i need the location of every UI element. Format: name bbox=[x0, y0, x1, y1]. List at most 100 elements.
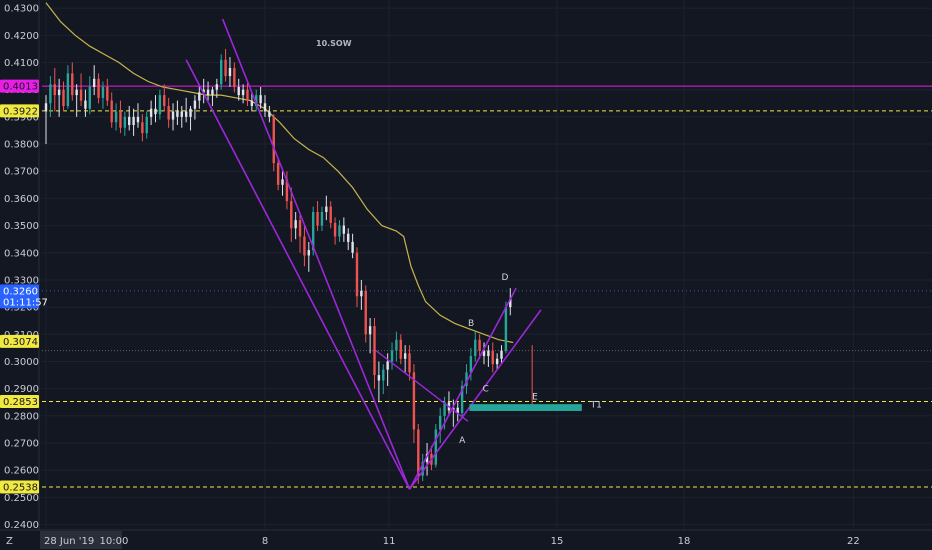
price-tag bbox=[0, 284, 39, 309]
y-tick-label: 0.4300 bbox=[4, 4, 39, 15]
candle-body bbox=[456, 407, 459, 414]
moving-average-line bbox=[45, 2, 514, 344]
candle-body bbox=[325, 206, 328, 212]
candle-body bbox=[495, 358, 499, 365]
grid-lines bbox=[42, 0, 932, 530]
candle-body bbox=[259, 95, 262, 104]
candle-body bbox=[132, 116, 135, 126]
candle-body bbox=[281, 179, 284, 185]
candle-body bbox=[119, 111, 122, 128]
x-tick-date-box bbox=[40, 531, 122, 549]
candle-body bbox=[255, 95, 258, 106]
candle-body bbox=[478, 339, 481, 351]
candle-body bbox=[439, 415, 442, 430]
candle-body bbox=[390, 350, 394, 362]
candle-body bbox=[373, 326, 376, 376]
candle-body bbox=[355, 252, 359, 297]
x-tick-label: 22 bbox=[847, 536, 860, 547]
candle-body bbox=[145, 116, 148, 134]
candle-body bbox=[386, 361, 389, 370]
candle-body bbox=[220, 59, 223, 85]
y-tick-label: 0.3900 bbox=[4, 112, 39, 123]
wave-label-d: D bbox=[502, 273, 509, 283]
candle-body bbox=[136, 116, 140, 123]
channel-up-upper bbox=[408, 287, 517, 490]
candle-body bbox=[176, 111, 179, 117]
candle-body bbox=[377, 375, 381, 381]
candle-body bbox=[154, 108, 157, 115]
candle-body bbox=[171, 111, 175, 120]
candle-body bbox=[263, 103, 267, 112]
candle-body bbox=[421, 462, 424, 476]
candle-body bbox=[316, 212, 319, 226]
candle-body bbox=[382, 369, 385, 381]
candle-body bbox=[425, 453, 429, 463]
candle-body bbox=[408, 353, 411, 373]
candle-body bbox=[412, 372, 416, 430]
price-tag bbox=[0, 394, 39, 408]
timezone-z-icon[interactable]: Z bbox=[6, 536, 13, 547]
candle-body bbox=[193, 100, 197, 109]
x-tick-label: 28 Jun '19 bbox=[44, 536, 94, 547]
y-tick-label: 0.2900 bbox=[4, 384, 39, 395]
x-axis-panel bbox=[0, 530, 932, 550]
candle-body bbox=[434, 429, 438, 465]
price-tag-value: 0.2853 bbox=[3, 397, 38, 408]
price-tag-value: 0.3922 bbox=[3, 106, 38, 117]
candle-body bbox=[487, 350, 490, 357]
candle-body bbox=[399, 339, 402, 359]
trend-drawings[interactable] bbox=[185, 18, 582, 490]
candle-body bbox=[246, 89, 249, 101]
y-tick-label: 0.2700 bbox=[4, 439, 39, 450]
candle-body bbox=[452, 407, 455, 411]
candle-body bbox=[198, 92, 201, 101]
y-axis-panel bbox=[0, 0, 39, 530]
candle-body bbox=[101, 86, 105, 98]
candle-body bbox=[460, 385, 464, 414]
candle-body bbox=[364, 290, 367, 335]
candle-body bbox=[215, 84, 219, 90]
candle-body bbox=[491, 350, 494, 365]
candle-body bbox=[395, 339, 398, 351]
candle-body bbox=[500, 350, 503, 359]
y-tick-label: 0.3500 bbox=[4, 221, 39, 232]
y-tick-label: 0.4200 bbox=[4, 31, 39, 42]
channel-mid-line bbox=[375, 350, 469, 422]
candle-body bbox=[474, 339, 477, 357]
candle-body bbox=[75, 89, 78, 96]
candle-body bbox=[285, 179, 289, 202]
candle-body bbox=[62, 89, 65, 106]
price-tag bbox=[0, 79, 39, 93]
candle-body bbox=[276, 163, 280, 185]
candle-body bbox=[294, 220, 297, 229]
channel-down-lower bbox=[185, 59, 411, 490]
candle-body bbox=[128, 116, 131, 126]
candle-body bbox=[509, 298, 512, 308]
y-tick-label: 0.4100 bbox=[4, 58, 39, 69]
price-tag-value: 0.3074 bbox=[3, 337, 38, 348]
wave-label-a: A bbox=[459, 436, 466, 446]
candle-body bbox=[342, 225, 346, 234]
candle-body bbox=[211, 89, 214, 96]
candle-body bbox=[202, 89, 205, 93]
candle-body bbox=[206, 89, 210, 96]
y-tick-label: 0.3700 bbox=[4, 167, 39, 178]
candle-body bbox=[307, 250, 310, 256]
wave-label-t1: T1 bbox=[590, 401, 602, 411]
candle-body bbox=[504, 307, 508, 351]
y-tick-label: 0.3800 bbox=[4, 140, 39, 151]
candle-body bbox=[158, 95, 162, 115]
candle-body bbox=[57, 89, 61, 96]
wave-labels: A B C D E T1 bbox=[459, 273, 602, 446]
candle-body bbox=[268, 111, 271, 117]
candle-body bbox=[53, 84, 56, 96]
candle-body bbox=[403, 353, 407, 359]
x-tick-label: 15 bbox=[551, 536, 564, 547]
price-tag bbox=[0, 104, 39, 118]
candle-body bbox=[49, 84, 52, 104]
y-tick-label: 0.2400 bbox=[4, 520, 39, 531]
channel-down-upper bbox=[221, 18, 411, 490]
